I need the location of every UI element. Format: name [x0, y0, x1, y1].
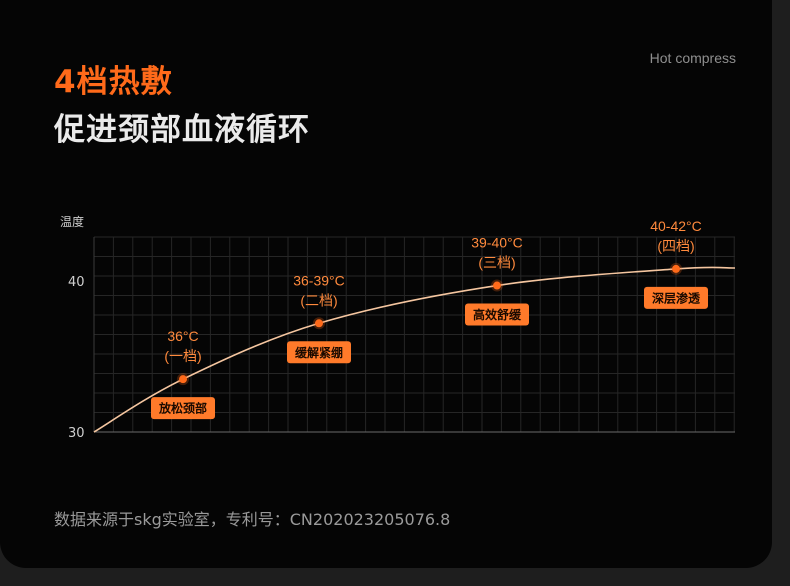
data-point-marker — [493, 281, 501, 290]
benefit-tag-label: 高效舒缓 — [473, 307, 522, 322]
y-tick-label: 40 — [68, 275, 85, 290]
hot-compress-card: Hot compress 4档热敷 促进颈部血液循环 温度 30 40 36°C (… — [0, 0, 772, 568]
level-label: (一档) — [164, 348, 201, 364]
data-point-marker — [672, 264, 680, 273]
level-label: (四档) — [657, 238, 694, 254]
temperature-point-2: 36-39°C (二档) 缓解紧绷 — [287, 272, 351, 364]
temperature-point-3: 39-40°C (三档) 高效舒缓 — [465, 235, 529, 326]
y-tick-label: 30 — [68, 426, 85, 441]
temperature-label: 40-42°C — [650, 218, 702, 234]
temperature-label: 36-39°C — [293, 272, 345, 288]
benefit-tag — [465, 303, 529, 326]
y-axis-label: 温度 — [60, 214, 84, 229]
benefit-tag — [151, 397, 215, 420]
data-point-marker — [179, 375, 187, 384]
data-point-marker — [315, 319, 323, 328]
benefit-tag — [287, 341, 351, 364]
benefit-tag — [644, 286, 708, 309]
benefit-tag-label: 放松颈部 — [158, 401, 207, 416]
temperature-label: 39-40°C — [471, 235, 523, 251]
english-tag: Hot compress — [649, 50, 736, 66]
page-subtitle: 促进颈部血液循环 — [54, 112, 310, 148]
temperature-label: 36°C — [167, 328, 198, 344]
temperature-point-4: 40-42°C (四档) 深层渗透 — [644, 218, 708, 309]
data-source-footnote: 数据来源于skg实验室，专利号：CN202023205076.8 — [54, 510, 451, 529]
level-label: (三档) — [478, 255, 515, 271]
benefit-tag-label: 深层渗透 — [652, 290, 701, 305]
level-label: (二档) — [300, 292, 337, 308]
page-title: 4档热敷 — [54, 64, 173, 100]
temperature-chart: 温度 30 40 36°C (一档) 放松颈部 36-39°C (二档) 缓解紧绷 39-40… — [60, 214, 736, 441]
benefit-tag-label: 缓解紧绷 — [295, 345, 343, 360]
temperature-point-1: 36°C (一档) 放松颈部 — [151, 328, 215, 420]
